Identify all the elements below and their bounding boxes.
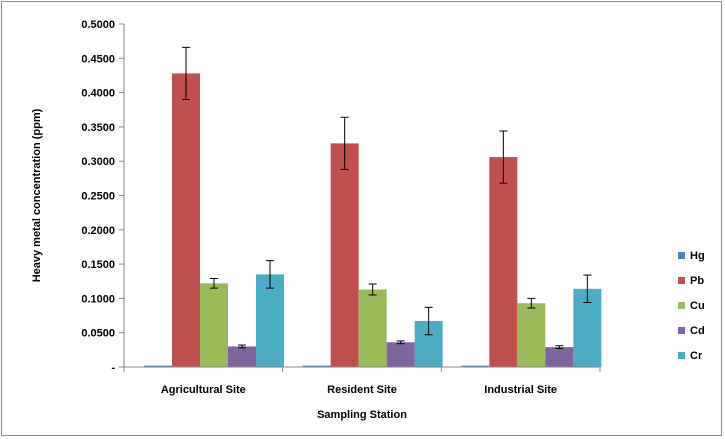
- bar-cd-3: [545, 347, 574, 367]
- y-tick-label: 0.0500: [81, 328, 115, 340]
- error-bar-pb-3: [499, 130, 508, 184]
- bar-cd-1: [228, 346, 256, 367]
- legend: Hg Pb Cu Cd Cr: [678, 250, 705, 362]
- legend-swatch: [678, 352, 685, 359]
- y-axis-title: Heavy metal concentration (ppm): [31, 108, 43, 282]
- bar-hg-1: [144, 365, 172, 367]
- y-tick-label: 0.2000: [81, 225, 115, 237]
- bar-cr-1: [256, 274, 284, 367]
- y-tick-label: 0.4500: [81, 53, 115, 65]
- error-bar-cu-3: [527, 297, 536, 309]
- error-bar-cd-2: [396, 340, 405, 345]
- legend-item-hg: Hg: [678, 250, 705, 262]
- bar-hg-2: [302, 365, 331, 367]
- y-tick-label: 0.5000: [81, 19, 115, 31]
- y-tick-label: -: [111, 362, 115, 374]
- error-bar-cr-2: [424, 306, 433, 336]
- x-axis-labels: Agricultural Site Resident Site Industrial…: [161, 384, 557, 396]
- bar-cu-1: [200, 283, 228, 367]
- error-bar-cr-3: [583, 274, 592, 304]
- bar-hg-3: [461, 365, 490, 367]
- error-bar-cu-2: [368, 283, 377, 296]
- y-tick-label: 0.3500: [81, 122, 115, 134]
- axes: [123, 24, 601, 372]
- legend-label: Pb: [690, 275, 704, 287]
- y-tick-label: 0.2500: [81, 191, 115, 203]
- bar-pb-2: [330, 143, 359, 367]
- bar-pb-3: [489, 157, 518, 367]
- x-category-label: Agricultural Site: [161, 384, 246, 396]
- y-tick-label: 0.3000: [81, 156, 115, 168]
- error-bar-cu-1: [210, 278, 218, 289]
- error-bar-cd-3: [555, 345, 564, 349]
- y-tick-label: 0.1000: [81, 293, 115, 305]
- x-category-label: Resident Site: [327, 384, 397, 396]
- legend-swatch: [678, 302, 685, 309]
- legend-item-cd: Cd: [678, 325, 705, 337]
- x-category-label: Industrial Site: [484, 384, 557, 396]
- legend-swatch: [678, 277, 685, 284]
- error-bar-pb-2: [340, 116, 349, 170]
- legend-item-pb: Pb: [678, 275, 704, 287]
- legend-item-cu: Cu: [678, 300, 705, 312]
- bars: [144, 46, 602, 367]
- legend-label: Cu: [690, 300, 705, 312]
- bar-cd-2: [386, 342, 415, 367]
- legend-label: Cd: [690, 325, 705, 337]
- legend-item-cr: Cr: [678, 350, 703, 362]
- y-tick-label: 0.4000: [81, 88, 115, 100]
- x-axis-title: Sampling Station: [317, 409, 407, 421]
- legend-swatch: [678, 327, 685, 334]
- error-bar-pb-1: [182, 46, 190, 100]
- y-tick-label: 0.1500: [81, 259, 115, 271]
- bar-cu-3: [517, 303, 546, 367]
- y-axis-ticks: - 0.0500 0.1000 0.1500 0.2000 0.2500 0.3000 0.3…: [81, 19, 124, 374]
- legend-label: Hg: [690, 250, 705, 262]
- error-bar-cd-1: [238, 344, 246, 349]
- bar-cu-2: [358, 289, 387, 367]
- error-bar-cr-1: [266, 260, 274, 289]
- bar-pb-1: [172, 73, 200, 367]
- legend-swatch: [678, 252, 685, 259]
- legend-label: Cr: [690, 350, 703, 362]
